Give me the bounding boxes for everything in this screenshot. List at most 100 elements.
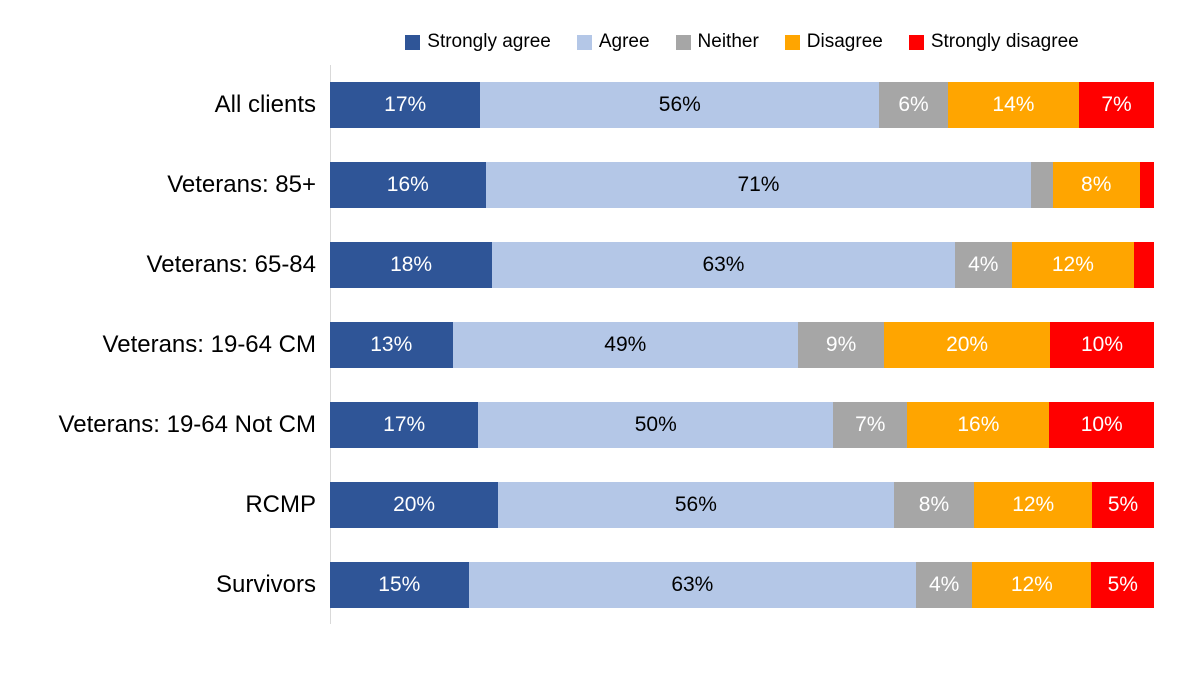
bar-segment-strongly-disagree: 5% (1091, 562, 1155, 608)
segment-value-label: 15% (378, 573, 421, 596)
chart-row-veterans-19-64-not-cm: Veterans: 19-64 Not CM 17% 50% 7% 16% 10% (0, 385, 1200, 465)
bar-segment-strongly-agree: 17% (330, 402, 479, 448)
segment-value-label: 8% (918, 493, 950, 516)
segment-value-label: 17% (383, 413, 426, 436)
segment-value-label: 20% (946, 333, 989, 356)
bar-segment-agree: 63% (468, 562, 917, 608)
stacked-bar: 13% 49% 9% 20% 10% (330, 322, 1154, 368)
bar-segment-disagree: 8% (1052, 162, 1140, 208)
segment-value-label: 13% (370, 333, 413, 356)
segment-value-label: 8% (1081, 173, 1112, 196)
category-label: Veterans: 19-64 CM (102, 331, 316, 358)
bar-segment-disagree: 14% (947, 82, 1080, 128)
stacked-bar: 20% 56% 8% 12% 5% (330, 482, 1154, 528)
segment-value-label: 16% (957, 413, 1000, 436)
category-label: Survivors (215, 571, 316, 598)
segment-value-label: 50% (634, 413, 677, 436)
bar-segment-neither: 8% (893, 482, 975, 528)
bar-segment-strongly-disagree: 5% (1092, 482, 1154, 528)
legend-item-agree: Agree (576, 31, 650, 53)
legend-item-disagree: Disagree (784, 31, 883, 53)
legend-swatch-icon (405, 34, 421, 50)
bar-segment-neither (1031, 162, 1053, 208)
bar-segment-strongly-agree: 20% (330, 482, 499, 528)
chart-row-rcmp: RCMP 20% 56% 8% 12% 5% (0, 465, 1200, 545)
segment-value-label: 56% (674, 493, 717, 516)
bar-segment-neither: 6% (879, 82, 948, 128)
bar-segment-strongly-agree: 16% (330, 162, 486, 208)
segment-value-label: 6% (898, 93, 929, 116)
stacked-bar: 18% 63% 4% 12% (330, 242, 1154, 288)
bar-segment-agree: 50% (478, 402, 834, 448)
bar-segment-disagree: 16% (907, 402, 1050, 448)
category-label: Veterans: 65-84 (146, 251, 316, 278)
bar-segment-neither: 4% (916, 562, 973, 608)
segment-value-label: 71% (737, 173, 780, 196)
bar-segment-agree: 49% (452, 322, 799, 368)
stacked-bar: 16% 71% 8% (330, 162, 1154, 208)
bar-segment-strongly-agree: 15% (330, 562, 469, 608)
legend-swatch-icon (675, 34, 691, 50)
segment-value-label: 14% (992, 93, 1035, 116)
bar-segment-strongly-disagree: 10% (1049, 402, 1154, 448)
bar-segment-strongly-agree: 18% (330, 242, 493, 288)
category-label: Veterans: 85+ (167, 171, 316, 198)
chart-row-veterans-85: Veterans: 85+ 16% 71% 8% (0, 145, 1200, 225)
segment-value-label: 7% (855, 413, 886, 436)
segment-value-label: 63% (702, 253, 745, 276)
legend-label: Agree (598, 31, 650, 52)
segment-value-label: 16% (386, 173, 429, 196)
bar-segment-disagree: 12% (972, 562, 1092, 608)
bar-segment-strongly-disagree: 10% (1050, 322, 1154, 368)
segment-value-label: 12% (1012, 493, 1055, 516)
chart-row-veterans-65-84: Veterans: 65-84 18% 63% 4% 12% (0, 225, 1200, 305)
legend-label: Disagree (806, 31, 883, 52)
chart-legend: Strongly agree Agree Neither Disagree Strong… (330, 31, 1154, 53)
bar-segment-neither: 7% (833, 402, 908, 448)
bar-segment-strongly-disagree: 7% (1079, 82, 1155, 128)
category-label: RCMP (245, 491, 316, 518)
bar-segment-disagree: 12% (1011, 242, 1134, 288)
segment-value-label: 4% (968, 253, 999, 276)
segment-value-label: 49% (604, 333, 647, 356)
bar-segment-strongly-disagree (1133, 242, 1154, 288)
segment-value-label: 12% (1051, 253, 1094, 276)
segment-value-label: 63% (671, 573, 714, 596)
bar-segment-neither: 4% (954, 242, 1012, 288)
chart-row-veterans-19-64-cm: Veterans: 19-64 CM 13% 49% 9% 20% 10% (0, 305, 1200, 385)
legend-item-strongly-disagree: Strongly disagree (908, 31, 1079, 53)
segment-value-label: 56% (658, 93, 701, 116)
bar-segment-agree: 56% (480, 82, 880, 128)
segment-value-label: 10% (1080, 413, 1123, 436)
bar-segment-agree: 71% (485, 162, 1032, 208)
bar-segment-neither: 9% (798, 322, 885, 368)
legend-item-strongly-agree: Strongly agree (405, 31, 551, 53)
segment-value-label: 18% (390, 253, 433, 276)
stacked-bar: 17% 50% 7% 16% 10% (330, 402, 1154, 448)
legend-swatch-icon (784, 34, 800, 50)
bar-segment-strongly-agree: 17% (330, 82, 481, 128)
legend-item-neither: Neither (675, 31, 759, 53)
segment-value-label: 20% (393, 493, 436, 516)
bar-segment-strongly-disagree (1139, 162, 1154, 208)
bar-segment-agree: 56% (498, 482, 894, 528)
segment-value-label: 7% (1101, 93, 1132, 116)
segment-value-label: 5% (1107, 573, 1138, 596)
stacked-bar: 17% 56% 6% 14% 7% (330, 82, 1155, 128)
segment-value-label: 5% (1107, 493, 1139, 516)
stacked-bar: 15% 63% 4% 12% 5% (330, 562, 1155, 608)
bar-segment-disagree: 20% (884, 322, 1051, 368)
segment-value-label: 9% (825, 333, 857, 356)
bar-segment-agree: 63% (492, 242, 955, 288)
bar-segment-disagree: 12% (974, 482, 1093, 528)
legend-label: Strongly agree (427, 31, 551, 52)
legend-swatch-icon (908, 34, 924, 50)
segment-value-label: 4% (928, 573, 960, 596)
category-label: Veterans: 19-64 Not CM (58, 411, 316, 438)
chart-row-all-clients: All clients 17% 56% 6% 14% 7% (0, 65, 1200, 145)
legend-label: Strongly disagree (930, 31, 1079, 52)
plot-area: All clients 17% 56% 6% 14% 7% Veterans: 85+ 16%… (0, 65, 1200, 625)
legend-swatch-icon (576, 34, 592, 50)
bar-segment-strongly-agree: 13% (330, 322, 453, 368)
